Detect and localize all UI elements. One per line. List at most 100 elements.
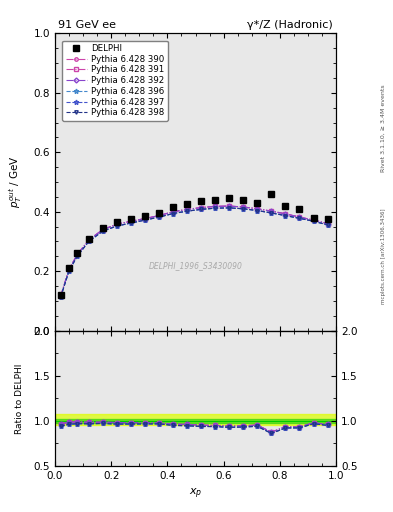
Pythia 6.428 392 xyxy=(283,211,288,217)
Pythia 6.428 396 xyxy=(86,239,91,245)
DELPHI xyxy=(213,197,218,203)
Pythia 6.428 390 xyxy=(227,203,231,209)
Text: γ*/Z (Hadronic): γ*/Z (Hadronic) xyxy=(248,19,333,30)
DELPHI xyxy=(269,191,274,197)
Pythia 6.428 391 xyxy=(255,206,260,212)
Line: Pythia 6.428 398: Pythia 6.428 398 xyxy=(59,206,329,299)
Pythia 6.428 391 xyxy=(101,226,105,232)
Pythia 6.428 398 xyxy=(157,214,162,220)
Pythia 6.428 392 xyxy=(297,214,302,220)
Pythia 6.428 392 xyxy=(199,204,204,210)
Pythia 6.428 396 xyxy=(58,294,63,300)
Pythia 6.428 396 xyxy=(129,220,133,226)
Pythia 6.428 391 xyxy=(297,214,302,220)
Pythia 6.428 397 xyxy=(143,217,147,223)
Pythia 6.428 396 xyxy=(185,208,189,214)
Pythia 6.428 397 xyxy=(199,206,204,212)
Pythia 6.428 398 xyxy=(227,205,231,211)
DELPHI xyxy=(311,215,316,221)
Pythia 6.428 397 xyxy=(129,220,133,226)
Pythia 6.428 391 xyxy=(227,203,231,209)
Pythia 6.428 396 xyxy=(325,222,330,228)
Pythia 6.428 391 xyxy=(213,203,218,209)
Pythia 6.428 391 xyxy=(67,266,72,272)
Pythia 6.428 390 xyxy=(58,293,63,300)
Pythia 6.428 398 xyxy=(143,217,147,223)
Pythia 6.428 398 xyxy=(297,215,302,221)
DELPHI xyxy=(283,203,288,209)
Pythia 6.428 391 xyxy=(199,204,204,210)
DELPHI xyxy=(101,225,105,231)
Pythia 6.428 397 xyxy=(297,215,302,221)
Pythia 6.428 397 xyxy=(114,223,119,229)
Pythia 6.428 398 xyxy=(67,268,72,274)
Pythia 6.428 391 xyxy=(143,216,147,222)
Pythia 6.428 398 xyxy=(101,228,105,234)
Pythia 6.428 397 xyxy=(269,210,274,216)
Pythia 6.428 390 xyxy=(129,218,133,224)
Pythia 6.428 398 xyxy=(86,239,91,245)
Pythia 6.428 397 xyxy=(86,239,91,245)
Pythia 6.428 398 xyxy=(269,210,274,216)
Pythia 6.428 397 xyxy=(283,212,288,219)
Pythia 6.428 390 xyxy=(297,214,302,220)
Pythia 6.428 398 xyxy=(255,207,260,214)
Pythia 6.428 396 xyxy=(171,210,175,217)
Pythia 6.428 397 xyxy=(58,294,63,300)
Pythia 6.428 397 xyxy=(185,208,189,214)
Pythia 6.428 398 xyxy=(283,212,288,219)
Pythia 6.428 397 xyxy=(241,206,246,212)
Text: Rivet 3.1.10, ≥ 3.4M events: Rivet 3.1.10, ≥ 3.4M events xyxy=(381,84,386,172)
Pythia 6.428 391 xyxy=(325,221,330,227)
Pythia 6.428 398 xyxy=(311,218,316,224)
Y-axis label: Ratio to DELPHI: Ratio to DELPHI xyxy=(15,363,24,434)
Text: DELPHI_1996_S3430090: DELPHI_1996_S3430090 xyxy=(149,261,242,270)
Pythia 6.428 398 xyxy=(129,220,133,226)
Pythia 6.428 396 xyxy=(67,268,72,274)
DELPHI xyxy=(185,201,189,207)
Pythia 6.428 396 xyxy=(199,206,204,212)
Pythia 6.428 396 xyxy=(283,212,288,219)
Pythia 6.428 397 xyxy=(213,205,218,211)
Pythia 6.428 392 xyxy=(58,293,63,300)
Pythia 6.428 396 xyxy=(241,206,246,212)
DELPHI xyxy=(199,198,204,204)
Pythia 6.428 392 xyxy=(101,226,105,232)
Pythia 6.428 397 xyxy=(227,205,231,211)
Pythia 6.428 397 xyxy=(171,210,175,217)
Pythia 6.428 391 xyxy=(171,209,175,215)
Pythia 6.428 390 xyxy=(67,266,72,272)
DELPHI xyxy=(58,292,63,298)
Pythia 6.428 397 xyxy=(311,218,316,224)
Pythia 6.428 392 xyxy=(311,217,316,223)
Text: 91 GeV ee: 91 GeV ee xyxy=(58,19,116,30)
Pythia 6.428 396 xyxy=(255,207,260,214)
Pythia 6.428 392 xyxy=(75,251,80,258)
Pythia 6.428 398 xyxy=(185,208,189,214)
Pythia 6.428 398 xyxy=(213,205,218,211)
Pythia 6.428 396 xyxy=(157,214,162,220)
Pythia 6.428 392 xyxy=(241,204,246,210)
Pythia 6.428 392 xyxy=(269,208,274,214)
Pythia 6.428 391 xyxy=(241,204,246,210)
Pythia 6.428 397 xyxy=(325,222,330,228)
DELPHI xyxy=(157,210,162,216)
Pythia 6.428 398 xyxy=(58,294,63,300)
Legend: DELPHI, Pythia 6.428 390, Pythia 6.428 391, Pythia 6.428 392, Pythia 6.428 396, : DELPHI, Pythia 6.428 390, Pythia 6.428 3… xyxy=(62,40,168,121)
Pythia 6.428 396 xyxy=(114,223,119,229)
Pythia 6.428 397 xyxy=(255,207,260,214)
Pythia 6.428 398 xyxy=(199,206,204,212)
Pythia 6.428 397 xyxy=(101,228,105,234)
Pythia 6.428 390 xyxy=(86,237,91,243)
Pythia 6.428 398 xyxy=(75,253,80,259)
DELPHI xyxy=(325,216,330,222)
Pythia 6.428 390 xyxy=(255,206,260,212)
X-axis label: $x_p$: $x_p$ xyxy=(189,486,202,501)
Line: DELPHI: DELPHI xyxy=(58,191,331,298)
Pythia 6.428 391 xyxy=(269,208,274,214)
DELPHI xyxy=(114,219,119,225)
Pythia 6.428 390 xyxy=(101,226,105,232)
Pythia 6.428 396 xyxy=(143,217,147,223)
Pythia 6.428 398 xyxy=(325,222,330,228)
Pythia 6.428 392 xyxy=(114,221,119,227)
